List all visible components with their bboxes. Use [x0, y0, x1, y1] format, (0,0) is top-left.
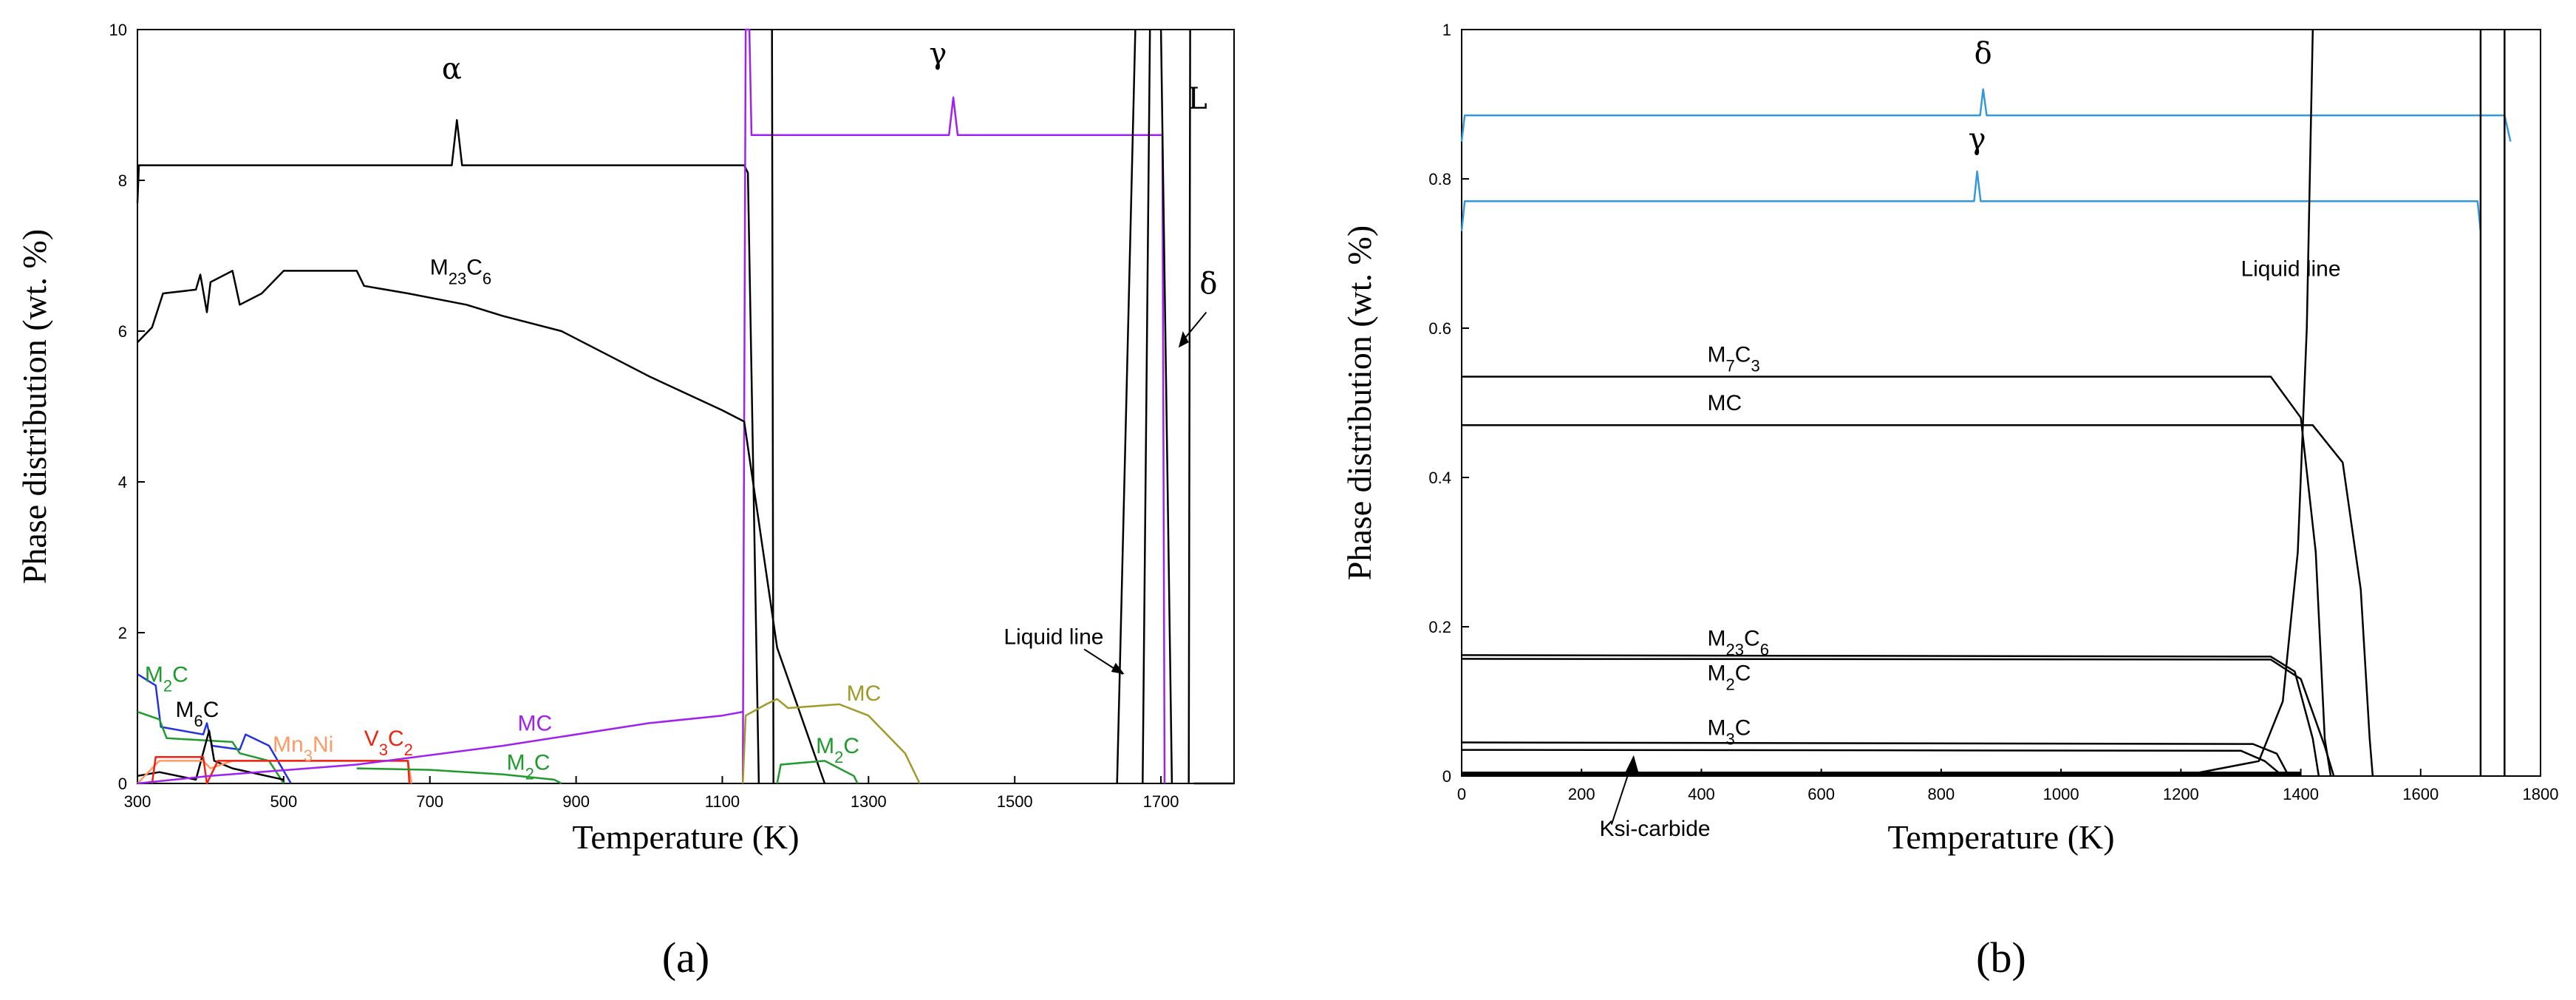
panel-b-series-MC — [1462, 424, 2374, 777]
panel-b-xtick-label: 1400 — [2283, 785, 2319, 803]
panel-a-annotation-m23c6: M23C6 — [430, 256, 491, 288]
panel-a-annotation-mn3ni: Mn3Ni — [273, 732, 333, 764]
panel-b-series — [1460, 29, 2512, 778]
panel-b-xtick-label: 400 — [1688, 785, 1715, 803]
panel-a-series-V3C2 — [151, 756, 411, 785]
panel-a-series-liquid-line-2 — [1142, 29, 1151, 784]
panel-b-phase-label: δ — [1974, 36, 1992, 70]
panel-a-annotation-m6c: M6C — [175, 698, 219, 730]
panel-a-ytick-label: 0 — [118, 775, 127, 793]
panel-b-ytick-label: 0.2 — [1428, 618, 1451, 636]
panel-b-ytick-label: 0 — [1442, 767, 1451, 786]
panel-a-ticks: 300 500 700 900 1100 1300 1500 1700 0 2 4 6 8 10 — [109, 21, 1179, 811]
panel-a-series-MC-high — [741, 698, 921, 784]
panel-b-series-liquid-line — [2181, 29, 2314, 778]
panel-a-plot-frame — [137, 29, 1235, 784]
panel-b-ksi-arrowhead — [1623, 755, 1639, 776]
panel-a-series-M6C — [137, 729, 284, 781]
panel-a-ytick-label: 6 — [118, 322, 127, 341]
panel-a-series-liquid-vertical-2 — [1159, 29, 1173, 784]
panel-a-xtick-label: 300 — [124, 792, 151, 811]
panel-b-xtick-label: 0 — [1457, 785, 1466, 803]
panel-a-delta-arrowhead — [1178, 331, 1189, 348]
panel-b-xtick-label: 1800 — [2523, 785, 2559, 803]
panel-a-annotation-liquid-line: Liquid line — [1004, 625, 1103, 649]
panel-b-series-M2C — [1461, 658, 2335, 777]
panel-a-series — [136, 28, 1234, 785]
panel-a-ytick-label: 4 — [118, 473, 127, 492]
panel-b-xtick-label: 1000 — [2043, 785, 2079, 803]
panel-a-annotation-m2c: M2C — [816, 734, 859, 766]
panel-b-xtick-label: 600 — [1807, 785, 1835, 803]
panel-a-series-alpha — [136, 119, 760, 784]
panel-a-series-M2C-mid — [356, 767, 562, 785]
panel-b-label: (b) — [1976, 933, 2026, 982]
panel-b-phase-label: γ — [1969, 123, 1986, 157]
panel-a-series-M23C6 — [137, 270, 826, 784]
panel-a-series-MC-low — [137, 710, 743, 785]
panel-a-ytick-label: 8 — [118, 171, 127, 190]
panel-b-annotation-m3c: M3C — [1708, 715, 1751, 748]
panel-b-series-M7C3 — [1462, 375, 2332, 777]
panel-a-ylabel: Phase distribution (wt. %) — [16, 229, 53, 584]
panel-a: 300 500 700 900 1100 1300 1500 1700 0 2 4 6 8 10 α γ Lδ… — [16, 21, 1235, 982]
panel-a-xtick-label: 1300 — [851, 792, 887, 811]
panel-b-annotation-mc: MC — [1708, 391, 1742, 415]
panel-a-phase-label: α — [442, 52, 462, 86]
panel-a-phase-label: L — [1188, 82, 1207, 116]
panel-a-ytick-label: 10 — [109, 21, 127, 39]
panel-b-xtick-label: 1600 — [2402, 785, 2439, 803]
panel-a-phase-label: γ — [929, 37, 947, 71]
panel-b-plot-frame — [1461, 29, 2541, 777]
panel-a-series-gamma — [741, 28, 1166, 784]
panel-b-ytick-label: 0.8 — [1428, 170, 1451, 188]
panel-b-series-gamma — [1460, 170, 2482, 231]
panel-a-series-M2C-hot — [776, 760, 859, 784]
panel-a-ytick-label: 2 — [118, 624, 127, 642]
panel-a-annotation-m2c: M2C — [507, 751, 551, 783]
panel-b-ytick-label: 1 — [1442, 21, 1451, 39]
panel-b-ytick-label: 0.6 — [1428, 319, 1451, 338]
panel-b-xlabel: Temperature (K) — [1887, 818, 2114, 856]
panel-b-series-M23C6 — [1461, 654, 2320, 777]
panel-b-annotation-m7c3: M7C3 — [1708, 342, 1760, 375]
panel-a-xtick-label: 1100 — [705, 792, 740, 811]
panel-a-xtick-label: 1700 — [1143, 792, 1179, 811]
panel-a-series-liquid-line — [1116, 29, 1137, 784]
panel-b: 0 200 400 600 800 1000 1200 1400 1600 1800 0 0.2 0.4… — [1340, 21, 2558, 982]
panel-a-series-liquid-vertical-1 — [771, 29, 774, 784]
panel-b-xtick-label: 800 — [1928, 785, 1955, 803]
panel-b-ticks: 0 200 400 600 800 1000 1200 1400 1600 1800 0 0.2 0.4… — [1428, 21, 2558, 803]
panel-b-series-M3C — [1461, 741, 2290, 777]
panel-b-xtick-label: 1200 — [2163, 785, 2199, 803]
panel-b-series-delta — [1460, 88, 2512, 142]
panel-a-xlabel: Temperature (K) — [572, 818, 799, 856]
panel-a-phase-label: δ — [1199, 267, 1217, 301]
panel-a-xtick-label: 1500 — [997, 792, 1033, 811]
panel-b-annotation-m23c6: M23C6 — [1708, 626, 1769, 659]
panel-a-xtick-label: 500 — [270, 792, 298, 811]
panel-a-annotation-mc: MC — [517, 712, 552, 736]
panel-a-annotation-v3c2: V3C2 — [364, 727, 413, 759]
panel-b-ytick-label: 0.4 — [1428, 469, 1451, 487]
panel-b-annotation-ksi-carbide: Ksi-carbide — [1600, 817, 1711, 841]
panel-b-xtick-label: 200 — [1568, 785, 1595, 803]
panel-a-xtick-label: 700 — [416, 792, 443, 811]
panel-b-annotation-liquid-line: Liquid line — [2241, 256, 2340, 281]
panel-b-annotation-m2c: M2C — [1708, 661, 1751, 694]
panel-a-annotation-m2c: M2C — [145, 662, 188, 695]
panel-a-label: (a) — [662, 933, 709, 982]
panel-a-liquid-arrowhead — [1111, 662, 1125, 675]
panel-a-xtick-label: 900 — [562, 792, 590, 811]
panel-b-ylabel: Phase distribution (wt. %) — [1340, 225, 1378, 580]
panel-a-series-liquid-vertical-3 — [1188, 29, 1191, 784]
panel-b-series-M3C-2 — [1461, 749, 2283, 777]
panel-a-annotation-mc: MC — [847, 681, 882, 706]
